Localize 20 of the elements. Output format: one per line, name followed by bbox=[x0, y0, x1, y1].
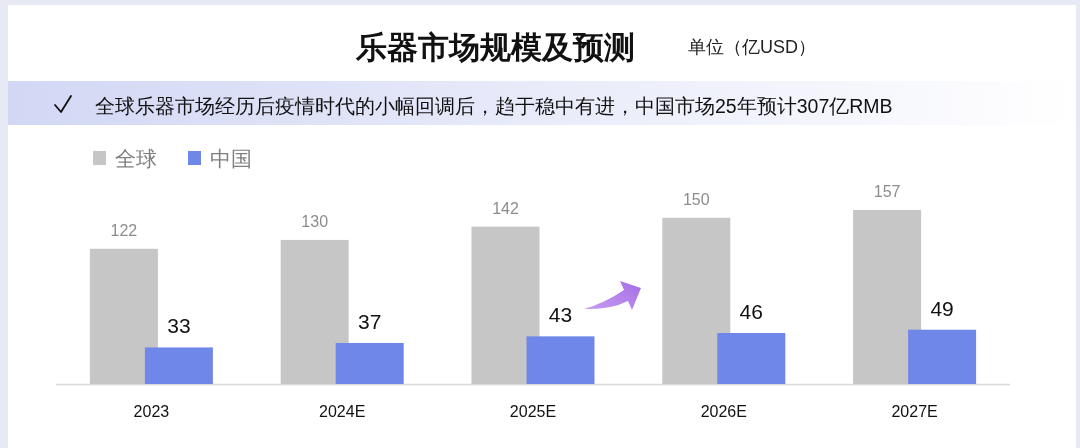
x-tick-label: 2024E bbox=[319, 403, 366, 420]
x-tick-label: 2023 bbox=[133, 403, 170, 420]
data-label: 122 bbox=[110, 221, 138, 239]
data-label: 142 bbox=[492, 199, 519, 217]
data-label: 157 bbox=[873, 183, 901, 200]
legend-label: 全球 bbox=[115, 147, 157, 170]
data-label: 43 bbox=[548, 303, 573, 327]
data-label: 46 bbox=[739, 300, 763, 323]
chart-title: 乐器市场规模及预测 bbox=[354, 30, 635, 65]
data-label: 150 bbox=[682, 190, 710, 208]
data-label: 33 bbox=[167, 314, 191, 338]
data-label: 37 bbox=[358, 310, 382, 333]
data-label: 130 bbox=[301, 212, 329, 230]
legend-label: 中国 bbox=[210, 147, 252, 170]
data-label: 49 bbox=[930, 296, 954, 320]
chart-subtitle: 单位（亿USD） bbox=[688, 37, 817, 57]
x-tick-label: 2025E bbox=[509, 403, 557, 420]
text: 全球乐器市场经历后疫情时代的小幅回调后，趋于稳中有进，中国市场25年预计307亿RMB bbox=[95, 95, 893, 117]
x-tick-label: 2027E bbox=[891, 403, 938, 420]
x-tick-label: 2026E bbox=[700, 403, 747, 420]
